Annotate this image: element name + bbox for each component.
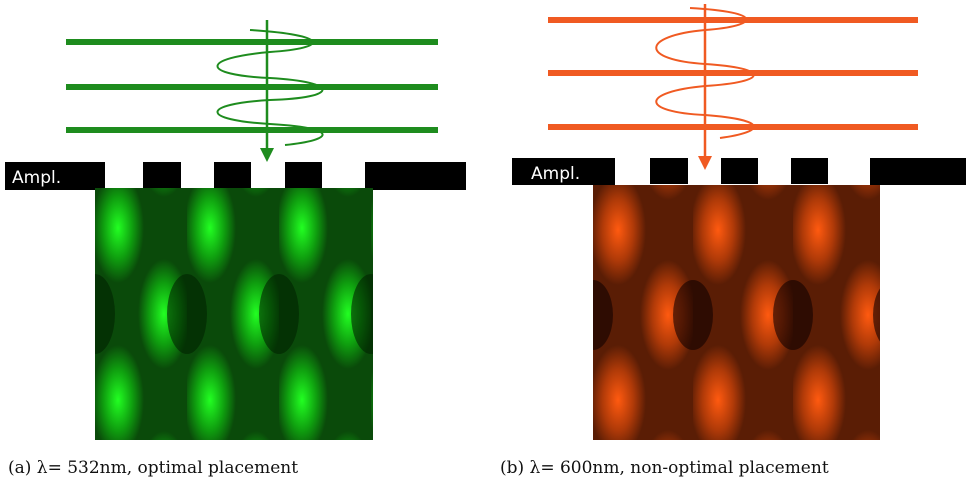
intensity-map xyxy=(95,188,373,440)
intensity-map xyxy=(593,185,880,440)
panel-b: Ampl. (b) λ= 600nm, non-optimal placemen… xyxy=(500,4,966,478)
mask xyxy=(5,162,466,190)
arrow-head xyxy=(260,148,274,162)
panel-a: Ampl. (a) λ= 532nm, optimal placement xyxy=(5,20,466,478)
mask-label: Ampl. xyxy=(531,164,580,184)
figure: Ampl. (a) λ= 532nm, optimal placement Am… xyxy=(0,0,975,488)
wavefronts xyxy=(548,20,918,127)
caption: (b) λ= 600nm, non-optimal placement xyxy=(500,458,829,478)
mask-label: Ampl. xyxy=(12,168,61,188)
arrow-head xyxy=(698,156,712,170)
wavefronts xyxy=(66,42,438,130)
caption: (a) λ= 532nm, optimal placement xyxy=(8,458,298,478)
